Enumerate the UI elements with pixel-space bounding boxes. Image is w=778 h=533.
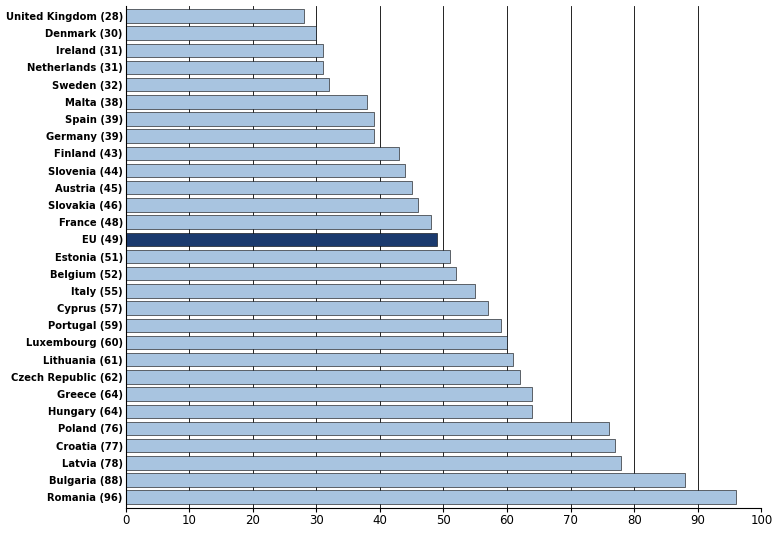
Bar xyxy=(125,250,450,263)
Bar xyxy=(125,44,323,57)
Bar xyxy=(125,405,532,418)
Bar xyxy=(125,112,373,126)
Bar xyxy=(125,456,622,470)
Bar xyxy=(125,319,501,332)
Bar xyxy=(125,95,367,109)
Bar xyxy=(125,198,418,212)
Bar xyxy=(125,9,303,22)
Bar xyxy=(125,490,736,504)
Bar xyxy=(125,147,399,160)
Bar xyxy=(125,370,520,384)
Bar xyxy=(125,336,507,349)
Bar xyxy=(125,78,329,91)
Bar xyxy=(125,439,615,453)
Bar xyxy=(125,215,431,229)
Bar xyxy=(125,473,685,487)
Bar xyxy=(125,130,373,143)
Bar xyxy=(125,267,456,280)
Bar xyxy=(125,422,608,435)
Bar xyxy=(125,26,317,40)
Bar xyxy=(125,181,412,195)
Bar xyxy=(125,301,488,315)
Bar xyxy=(125,284,475,297)
Bar xyxy=(125,387,532,401)
Bar xyxy=(125,61,323,74)
Bar xyxy=(125,232,437,246)
Bar xyxy=(125,353,513,366)
Bar xyxy=(125,164,405,177)
